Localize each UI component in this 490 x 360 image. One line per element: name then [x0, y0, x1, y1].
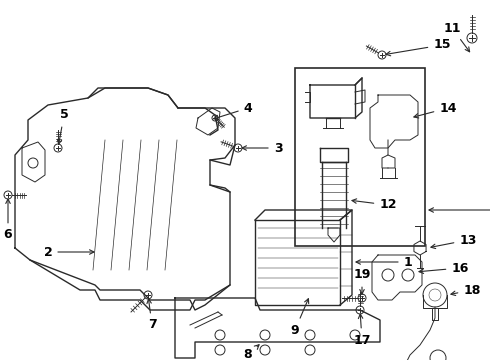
Text: 19: 19 [353, 269, 371, 294]
Text: 11: 11 [443, 22, 469, 52]
Text: 16: 16 [419, 261, 469, 274]
Text: 17: 17 [353, 314, 371, 346]
Text: 4: 4 [214, 102, 252, 120]
Text: 10: 10 [0, 359, 1, 360]
Text: 12: 12 [352, 198, 397, 211]
Text: 14: 14 [414, 102, 457, 118]
Text: 9: 9 [291, 299, 309, 337]
Text: 13: 13 [431, 234, 477, 248]
Text: 7: 7 [147, 299, 156, 332]
Bar [295, 68, 425, 246]
Text: 15: 15 [386, 39, 451, 56]
Text: 1: 1 [356, 256, 413, 269]
Text: 6: 6 [4, 199, 12, 242]
Text: 18: 18 [451, 284, 481, 297]
Text: 8: 8 [244, 345, 259, 360]
Text: 3: 3 [242, 141, 282, 154]
Text: 2: 2 [44, 246, 94, 258]
Text: 5: 5 [57, 108, 69, 144]
